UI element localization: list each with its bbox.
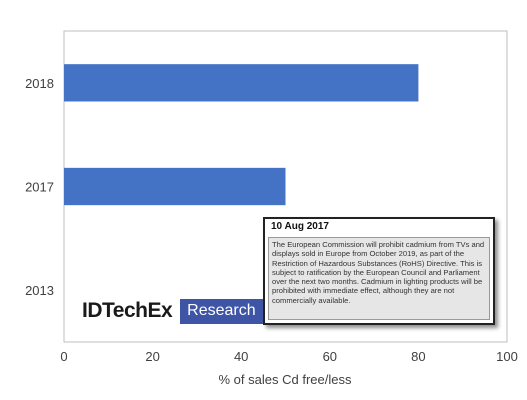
- x-axis-title: % of sales Cd free/less: [219, 372, 352, 387]
- y-tick-label: 2018: [25, 76, 54, 91]
- logo-badge: Research: [180, 298, 263, 324]
- logo-main-text: IDTechEx: [82, 299, 173, 322]
- bar-2017: [64, 167, 286, 206]
- x-tick-label: 20: [145, 349, 159, 364]
- idtechex-logo: IDTechEx Research: [82, 298, 263, 324]
- x-tick-label: 100: [496, 349, 518, 364]
- x-tick-label: 0: [60, 349, 67, 364]
- x-tick-label: 40: [234, 349, 248, 364]
- y-tick-label: 2017: [25, 180, 54, 195]
- y-tick-label: 2013: [25, 283, 54, 298]
- x-tick-label: 80: [411, 349, 425, 364]
- news-note-box: 10 Aug 2017 The European Commission will…: [263, 217, 495, 325]
- note-date: 10 Aug 2017: [271, 221, 329, 232]
- bar-2018: [64, 64, 419, 102]
- x-tick-label: 60: [323, 349, 337, 364]
- note-text: The European Commission will prohibit ca…: [268, 237, 490, 320]
